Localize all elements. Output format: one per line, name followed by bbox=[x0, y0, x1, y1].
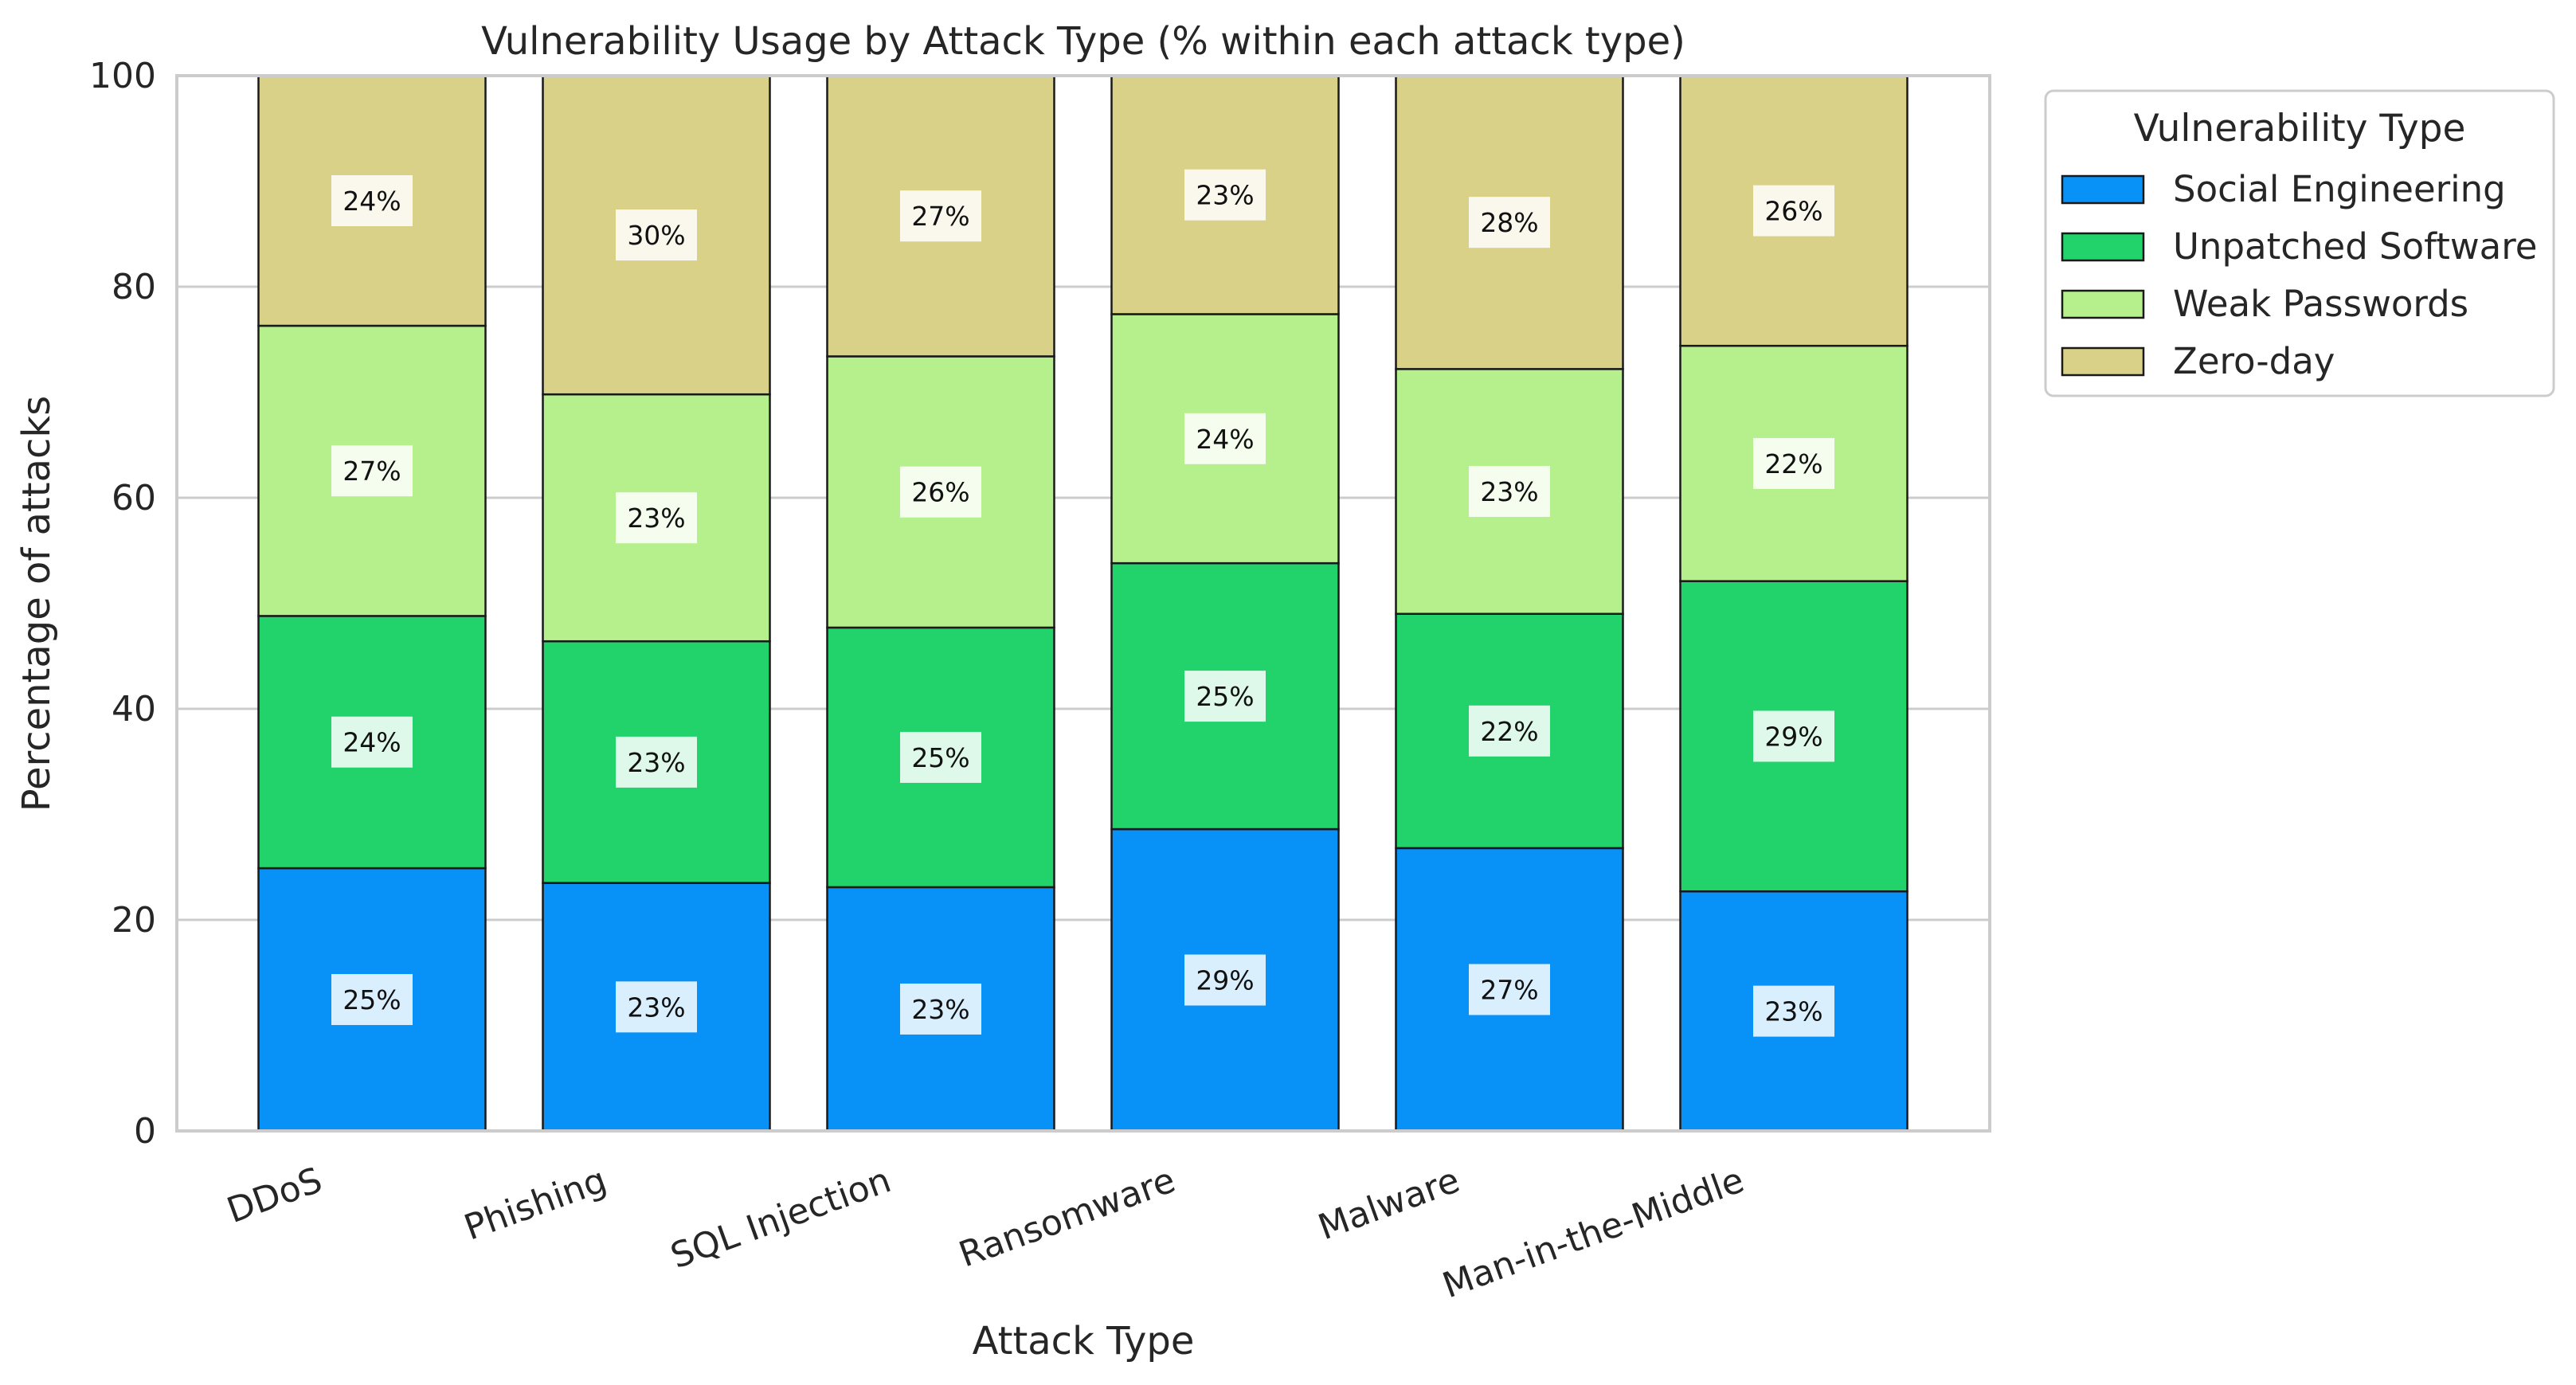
bars bbox=[257, 74, 1909, 1133]
segment-label-bg bbox=[1184, 954, 1266, 1006]
segment-label: 23% bbox=[1764, 996, 1822, 1027]
y-tick-label: 0 bbox=[134, 1111, 156, 1152]
segment-label-bg bbox=[1753, 710, 1834, 762]
segment-label: 23% bbox=[1480, 476, 1538, 507]
segment-label-bg bbox=[616, 492, 697, 544]
segment-label-bg bbox=[1753, 985, 1834, 1037]
segment-label-bg bbox=[331, 974, 413, 1026]
y-tick-label: 80 bbox=[112, 267, 156, 307]
segment-label: 23% bbox=[911, 994, 969, 1025]
segment-label-bg bbox=[900, 190, 981, 242]
segment-label-bg bbox=[1753, 437, 1834, 489]
legend-swatch bbox=[2061, 289, 2145, 319]
legend-swatch bbox=[2061, 232, 2145, 262]
segment-label: 26% bbox=[1764, 196, 1822, 227]
segment-label: 25% bbox=[1196, 681, 1254, 712]
segment-label: 29% bbox=[1196, 965, 1254, 996]
legend-swatch bbox=[2061, 174, 2145, 205]
segment-label-bg bbox=[900, 466, 981, 518]
plot-frame bbox=[175, 74, 1991, 1133]
y-tick-label: 100 bbox=[89, 56, 156, 96]
segment-label: 23% bbox=[627, 992, 685, 1023]
bar-segment bbox=[257, 867, 487, 1133]
x-axis-title: Attack Type bbox=[973, 1319, 1195, 1363]
y-axis-ticks: 0 20 40 60 80 100 bbox=[89, 56, 156, 1152]
legend-label: Social Engineering bbox=[2173, 168, 2506, 210]
segment-label-bg bbox=[616, 209, 697, 261]
segment-label: 29% bbox=[1764, 721, 1822, 752]
segment-label-bg bbox=[331, 716, 413, 768]
legend-title: Vulnerability Type bbox=[2134, 107, 2466, 151]
segment-label: 28% bbox=[1480, 207, 1538, 238]
legend-label: Weak Passwords bbox=[2173, 283, 2468, 325]
segment-label-bg bbox=[1184, 169, 1266, 221]
segment-label: 23% bbox=[627, 747, 685, 778]
segment-label: 25% bbox=[911, 742, 969, 773]
segment-label-bg bbox=[1469, 705, 1550, 757]
segment-label: 26% bbox=[911, 477, 969, 508]
segment-label: 27% bbox=[911, 201, 969, 232]
y-tick-label: 60 bbox=[112, 478, 156, 518]
segment-label-bg bbox=[1184, 671, 1266, 722]
segment-label: 30% bbox=[627, 220, 685, 251]
segment-label-bg bbox=[900, 983, 981, 1035]
chart-title: Vulnerability Usage by Attack Type (% wi… bbox=[481, 19, 1685, 64]
segment-label: 23% bbox=[627, 503, 685, 534]
y-tick-label: 40 bbox=[112, 689, 156, 730]
segment-label: 25% bbox=[343, 984, 401, 1015]
segment-label-bg bbox=[1469, 466, 1550, 518]
y-tick-label: 20 bbox=[112, 900, 156, 941]
y-axis-title: Percentage of attacks bbox=[14, 396, 59, 812]
segment-labels: 25% 24% 27% 24% 23% 23% 23% 30% 23% 25% 26% 27% 29% 2… bbox=[331, 169, 1834, 1037]
legend-label: Unpatched Software bbox=[2173, 225, 2537, 268]
legend-label: Zero-day bbox=[2173, 340, 2335, 382]
segment-label: 22% bbox=[1480, 716, 1538, 747]
segment-label: 24% bbox=[343, 727, 401, 758]
segment-label-bg bbox=[331, 445, 413, 497]
legend-frame bbox=[2044, 89, 2555, 397]
segment-label: 24% bbox=[1196, 424, 1254, 455]
segment-label-bg bbox=[1184, 413, 1266, 464]
segment-label: 23% bbox=[1196, 180, 1254, 211]
segment-label-bg bbox=[1469, 197, 1550, 248]
segment-label-bg bbox=[616, 736, 697, 788]
legend: Vulnerability Type Social Engineering Unp… bbox=[2044, 89, 2555, 397]
legend-swatch bbox=[2061, 346, 2145, 377]
segment-label: 27% bbox=[343, 456, 401, 487]
segment-label: 27% bbox=[1480, 974, 1538, 1005]
segment-label-bg bbox=[616, 981, 697, 1033]
segment-label-bg bbox=[1753, 185, 1834, 237]
segment-label: 24% bbox=[343, 186, 401, 217]
segment-label: 22% bbox=[1764, 448, 1822, 479]
segment-label-bg bbox=[331, 175, 413, 227]
segment-label-bg bbox=[900, 731, 981, 783]
segment-label-bg bbox=[1469, 964, 1550, 1015]
legend-items: Social Engineering Unpatched Software Weak… bbox=[2061, 168, 2537, 382]
